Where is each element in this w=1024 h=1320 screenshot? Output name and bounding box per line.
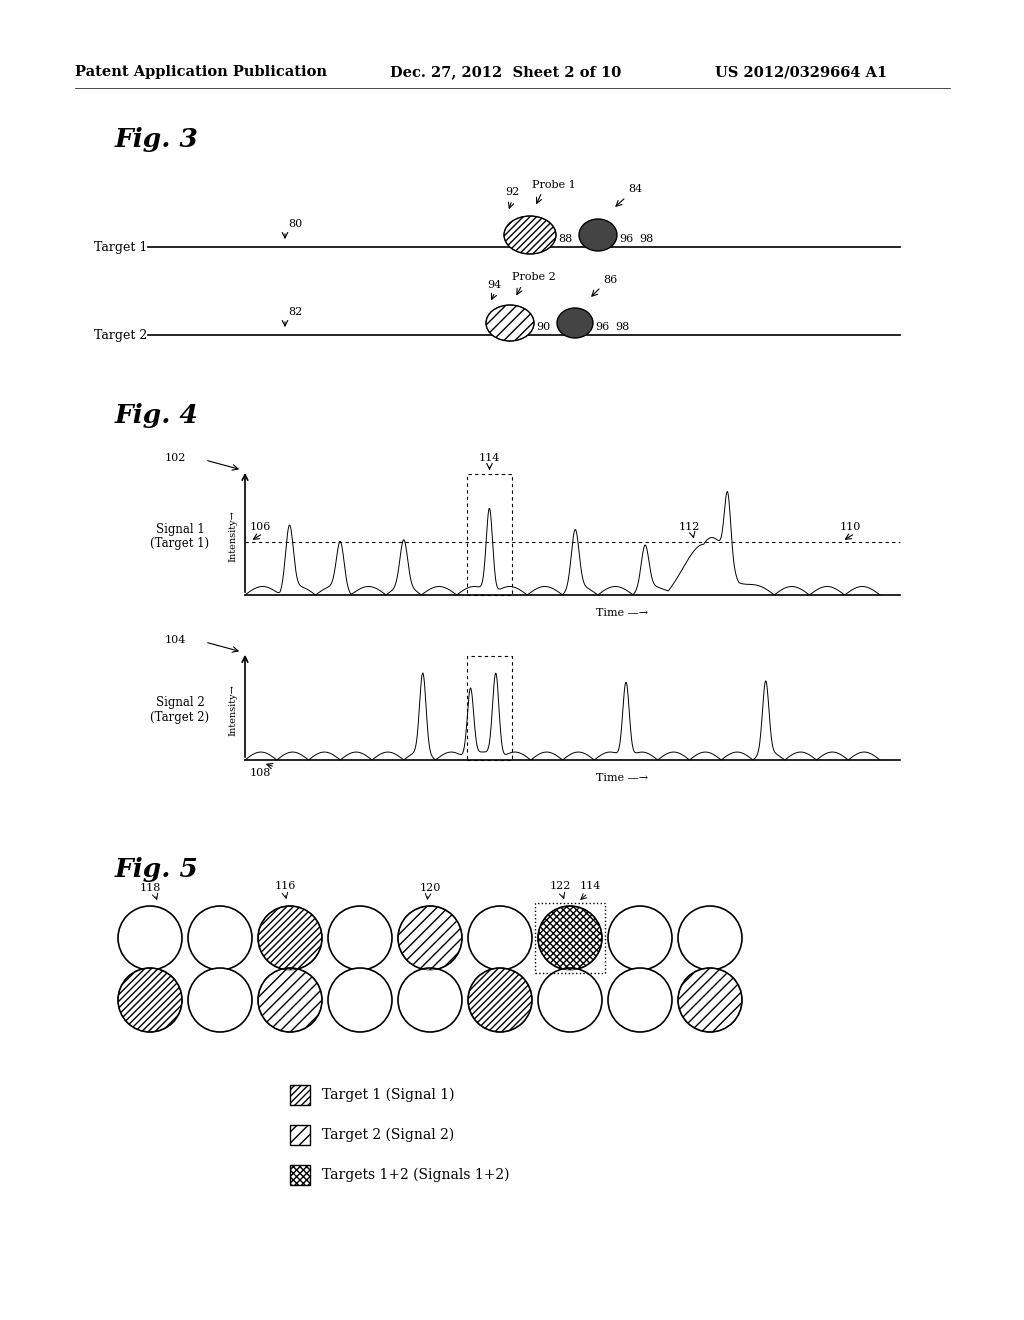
Text: 114: 114 (479, 453, 500, 463)
Text: Target 1: Target 1 (93, 240, 147, 253)
Circle shape (398, 968, 462, 1032)
Circle shape (328, 906, 392, 970)
Circle shape (468, 968, 532, 1032)
Text: 98: 98 (639, 234, 653, 244)
Text: 98: 98 (615, 322, 630, 333)
Text: 120: 120 (419, 883, 440, 894)
Text: Target 2 (Signal 2): Target 2 (Signal 2) (322, 1127, 455, 1142)
Text: 96: 96 (618, 234, 633, 244)
Text: 84: 84 (628, 183, 642, 194)
Circle shape (538, 906, 602, 970)
Bar (290, 1125, 310, 1144)
Text: 122: 122 (549, 880, 570, 891)
Circle shape (328, 968, 392, 1032)
Text: US 2012/0329664 A1: US 2012/0329664 A1 (715, 65, 887, 79)
Text: Probe 1: Probe 1 (532, 180, 575, 190)
Text: 80: 80 (288, 219, 302, 228)
Bar (290, 1166, 310, 1185)
Text: Fig. 5: Fig. 5 (115, 858, 199, 883)
Text: 114: 114 (580, 880, 601, 891)
Text: Patent Application Publication: Patent Application Publication (75, 65, 327, 79)
Circle shape (188, 906, 252, 970)
Circle shape (398, 906, 462, 970)
Text: 94: 94 (487, 280, 502, 290)
Circle shape (188, 968, 252, 1032)
Text: Signal 2
(Target 2): Signal 2 (Target 2) (151, 696, 210, 723)
Text: Signal 1
(Target 1): Signal 1 (Target 1) (151, 523, 210, 550)
Circle shape (678, 968, 742, 1032)
Text: Targets 1+2 (Signals 1+2): Targets 1+2 (Signals 1+2) (322, 1168, 510, 1183)
Circle shape (258, 968, 322, 1032)
Text: 116: 116 (274, 880, 296, 891)
Circle shape (538, 968, 602, 1032)
Text: Fig. 4: Fig. 4 (115, 403, 199, 428)
Bar (290, 1125, 310, 1144)
Circle shape (118, 906, 182, 970)
Text: 96: 96 (595, 322, 609, 333)
Circle shape (678, 906, 742, 970)
Text: 102: 102 (165, 453, 186, 463)
Ellipse shape (579, 219, 617, 251)
Circle shape (118, 968, 182, 1032)
Text: 106: 106 (250, 523, 271, 532)
Text: 92: 92 (506, 187, 520, 197)
Ellipse shape (557, 308, 593, 338)
Bar (290, 1085, 310, 1105)
Text: Intensity→: Intensity→ (228, 511, 238, 562)
Bar (535, 903, 605, 973)
Text: Target 1 (Signal 1): Target 1 (Signal 1) (322, 1088, 455, 1102)
Text: 90: 90 (536, 322, 550, 333)
Circle shape (468, 906, 532, 970)
Text: 110: 110 (840, 523, 861, 532)
Ellipse shape (486, 305, 534, 341)
Circle shape (258, 906, 322, 970)
Text: 82: 82 (288, 308, 302, 317)
Text: Fig. 3: Fig. 3 (115, 128, 199, 153)
Text: 86: 86 (603, 275, 617, 285)
Text: 104: 104 (165, 635, 186, 645)
Text: Intensity→: Intensity→ (228, 684, 238, 735)
Circle shape (608, 906, 672, 970)
Circle shape (608, 968, 672, 1032)
Text: Probe 2: Probe 2 (512, 272, 556, 282)
Bar (290, 1166, 310, 1185)
Text: 108: 108 (250, 768, 271, 777)
Text: Target 2: Target 2 (94, 329, 147, 342)
Text: Dec. 27, 2012  Sheet 2 of 10: Dec. 27, 2012 Sheet 2 of 10 (390, 65, 622, 79)
Text: 88: 88 (558, 234, 572, 244)
Ellipse shape (504, 216, 556, 253)
Text: Time —→: Time —→ (596, 774, 648, 783)
Bar (290, 1085, 310, 1105)
Text: Time —→: Time —→ (596, 609, 648, 618)
Text: 112: 112 (679, 523, 700, 532)
Text: 118: 118 (139, 883, 161, 894)
